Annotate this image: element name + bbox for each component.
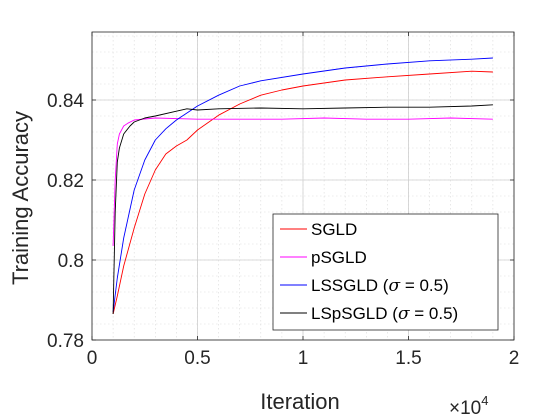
x-exponent-base: ×10 [449,398,481,419]
x-tick-label: 0 [87,348,98,369]
legend: SGLD pSGLD LSSGLD (σ = 0.5) LSpSGLD (σ = 0.… [272,213,499,331]
x-tick-label: 1 [298,348,309,369]
x-tick-label: 2 [509,348,520,369]
legend-label-1: SGLD [311,220,357,239]
legend-label-2: pSGLD [311,248,367,267]
legend-label-3: LSSGLD (σ = 0.5) [311,276,449,296]
x-tick-labels: 0 0.5 1 1.5 2 [87,348,520,369]
x-axis-exponent: ×104 [449,393,488,419]
y-tick-label: 0.78 [47,331,84,352]
x-exponent-power: 4 [481,393,488,408]
x-axis-label: Iteration [260,389,340,414]
series-layer [112,57,493,315]
series-line-3 [112,57,493,313]
legend-label-4: LSpSGLD (σ = 0.5) [311,304,458,324]
series-line-2 [112,117,493,247]
y-tick-label: 0.8 [58,251,84,272]
x-tick-label: 0.5 [184,348,210,369]
y-tick-label: 0.84 [47,91,84,112]
y-tick-label: 0.82 [47,171,84,192]
legend-box [272,213,499,331]
series-line-1 [112,70,493,315]
y-tick-labels: 0.78 0.8 0.82 0.84 [47,91,84,352]
y-axis-label: Training Accuracy [8,111,33,285]
axis-ticks [91,32,515,341]
series-line-4 [112,104,493,315]
x-tick-label: 1.5 [395,348,421,369]
